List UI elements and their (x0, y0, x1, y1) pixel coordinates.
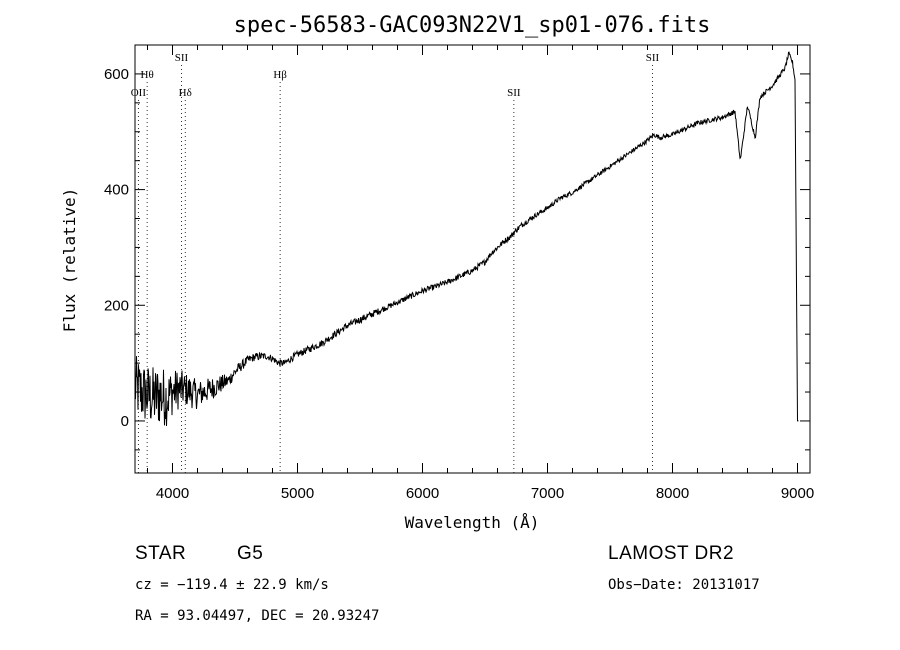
spectral-line-label: SII (646, 52, 660, 64)
y-tick-label: 200 (104, 297, 129, 314)
x-tick-label: 6000 (406, 485, 439, 502)
plot-area: OII Hθ SII Hδ Hβ SII SII 0 200 400 600 4000 5000 60… (104, 44, 814, 502)
spectral-line-label: Hδ (179, 87, 192, 99)
spectral-line-markers: OII Hθ SII Hδ Hβ SII SII (131, 52, 660, 473)
y-tick-label: 400 (104, 182, 129, 199)
spectral-line-label: Hβ (273, 69, 287, 81)
info-panel: STAR G5 LAMOST DR2 cz = −119.4 ± 22.9 km… (135, 543, 760, 624)
object-type: STAR (135, 543, 186, 564)
chart-title: spec-56583-GAC093N22V1_sp01-076.fits (234, 13, 711, 38)
data-release: LAMOST DR2 (608, 543, 734, 564)
sky-coordinates: RA = 93.04497, DEC = 20.93247 (135, 608, 379, 624)
y-tick-label: 0 (121, 413, 129, 430)
x-tick-label: 7000 (531, 485, 564, 502)
object-subclass: G5 (237, 543, 263, 564)
x-tick-label: 9000 (781, 485, 814, 502)
spectral-line-label: Hθ (141, 69, 154, 81)
spectral-line-label: OII (131, 87, 147, 99)
spectral-line-label: SII (175, 52, 189, 64)
observation-date: Obs−Date: 20131017 (608, 577, 760, 593)
x-axis-label: Wavelength (Å) (405, 513, 540, 532)
spectrum-trace (134, 51, 799, 427)
redshift-cz: cz = −119.4 ± 22.9 km/s (135, 577, 329, 593)
x-tick-label: 4000 (156, 485, 189, 502)
y-axis-ticks: 0 200 400 600 (104, 44, 810, 451)
plot-frame (134, 44, 811, 474)
spectral-line-label: SII (507, 87, 521, 99)
y-tick-label: 600 (104, 66, 129, 83)
x-axis-ticks: 4000 5000 6000 7000 8000 9000 (147, 45, 814, 502)
x-tick-label: 8000 (656, 485, 689, 502)
x-tick-label: 5000 (281, 485, 314, 502)
y-axis-label: Flux (relative) (60, 188, 79, 333)
